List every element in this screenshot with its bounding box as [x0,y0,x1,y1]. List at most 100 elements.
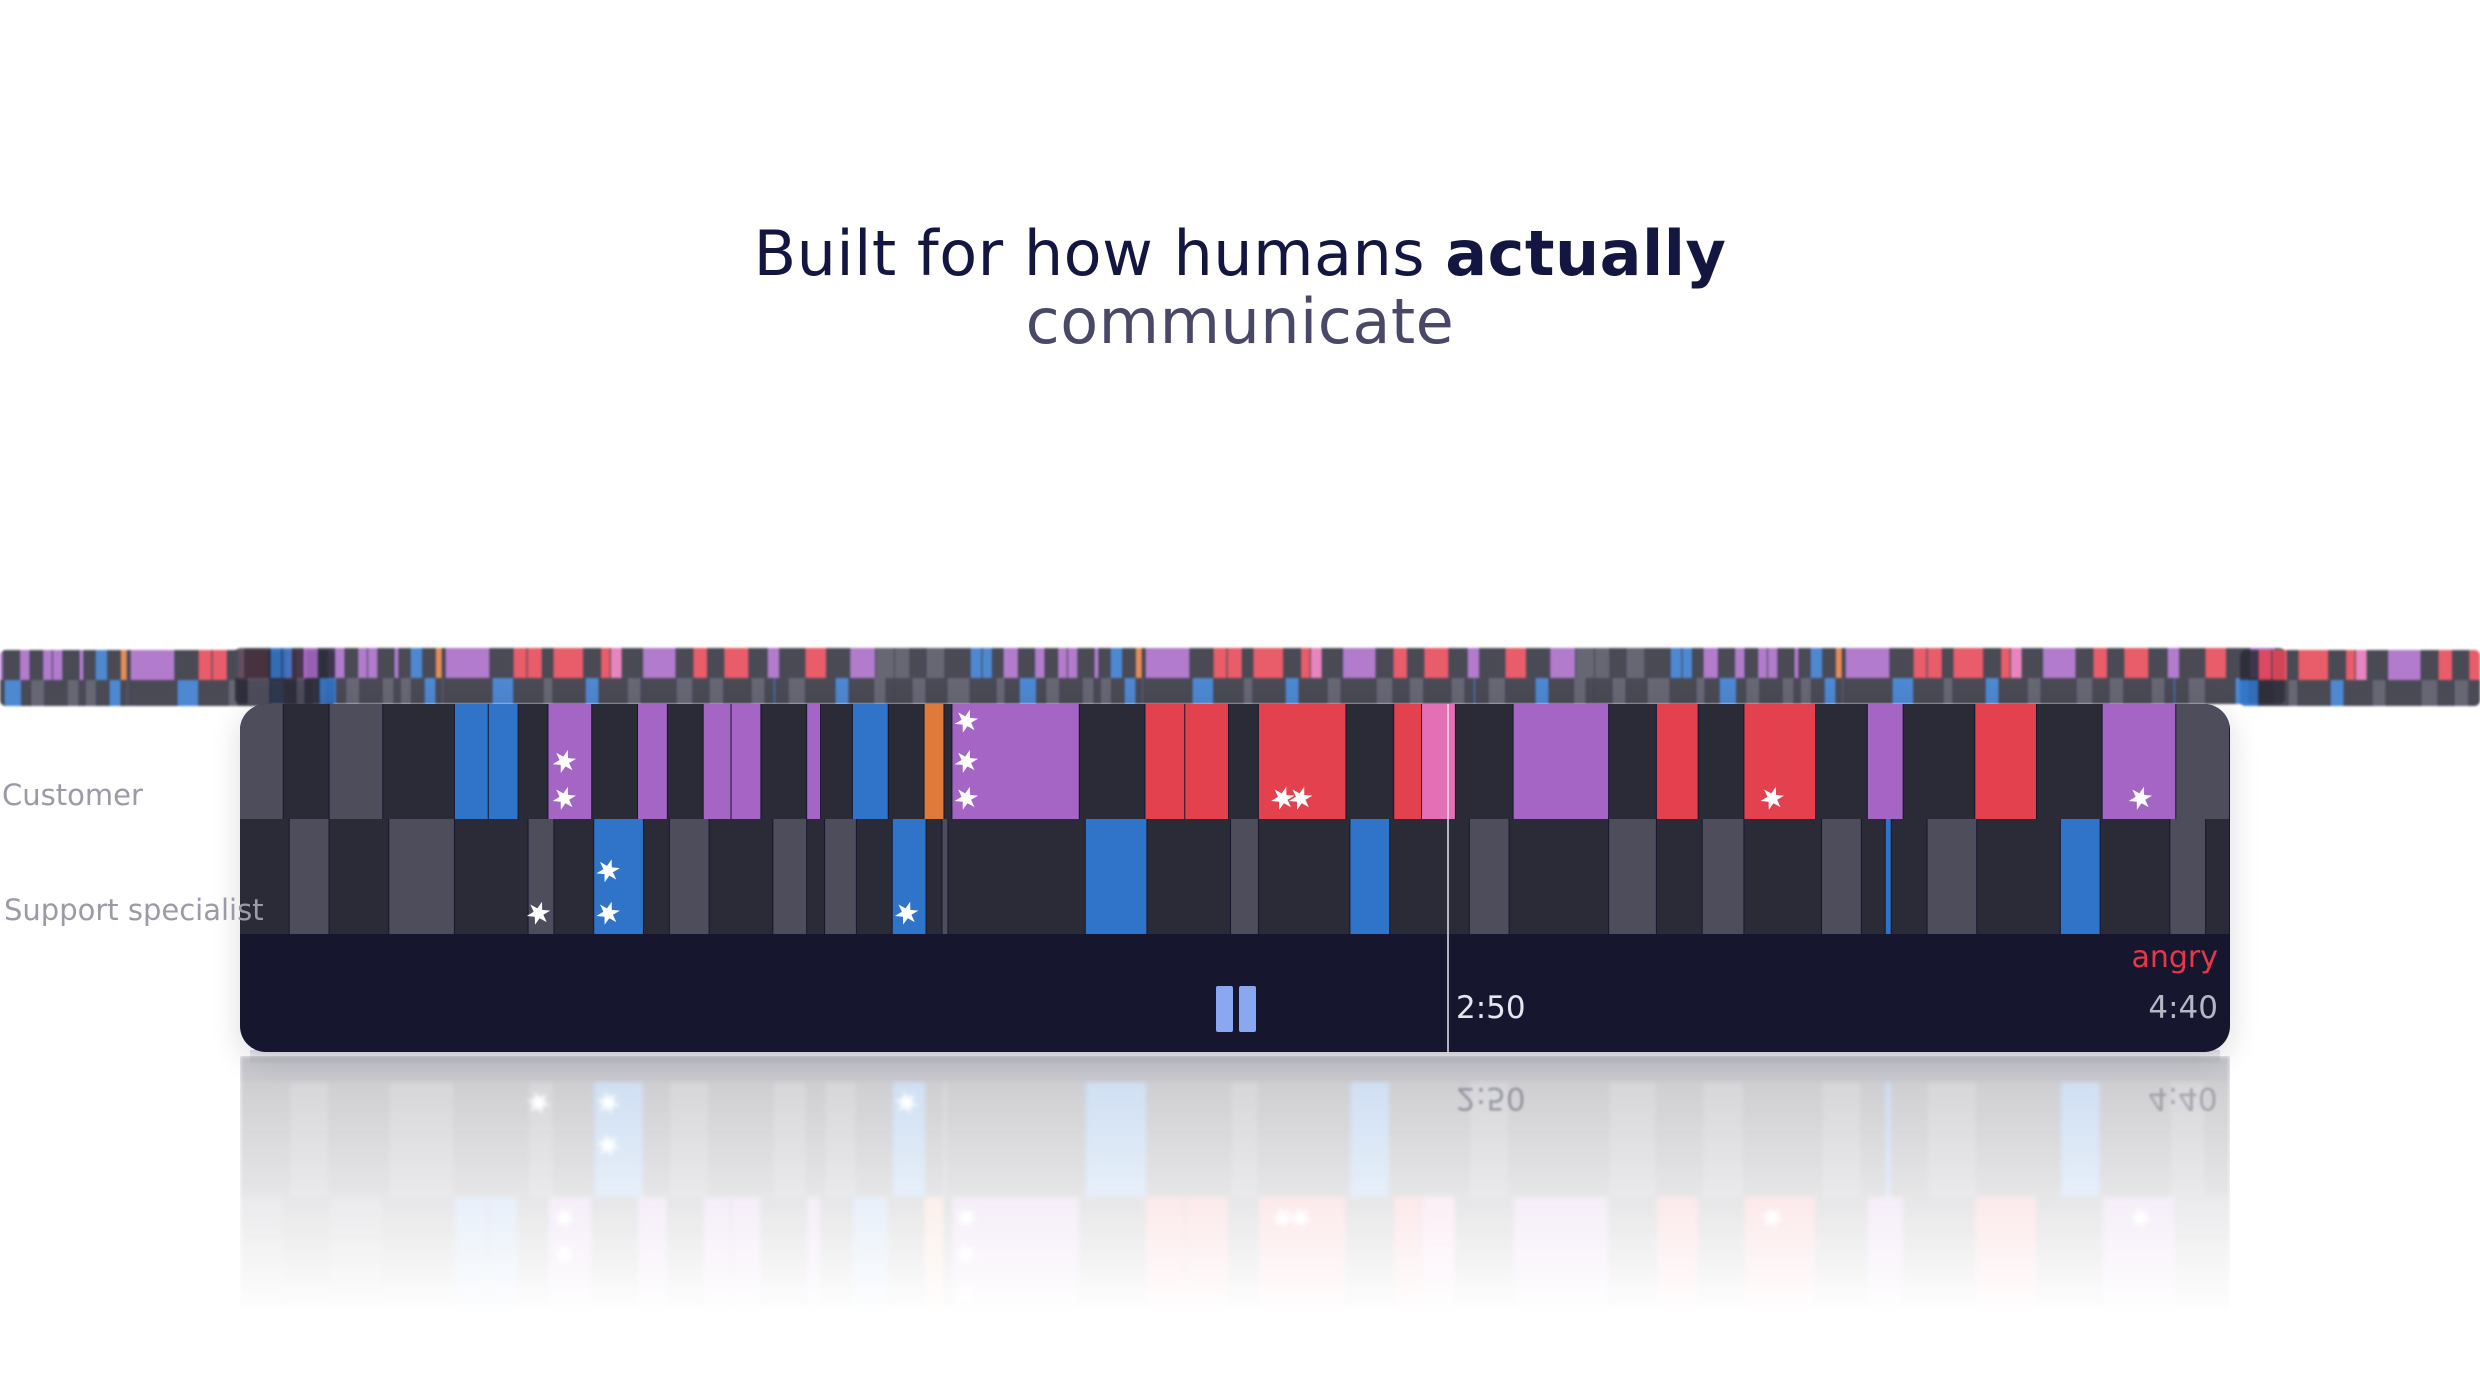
strip-segment [412,678,424,704]
strip-segment [1467,648,1480,678]
pause-bar-left [1216,986,1233,1032]
strip-segment [513,648,527,678]
spark-marker-icon [954,709,979,733]
spark-marker-icon [1760,786,1784,810]
strip-segment [1018,648,1034,678]
strip-segment [1999,678,2027,704]
support-segment [1258,819,1350,934]
customer-segment [1903,704,1975,819]
spark-marker-icon [954,1283,979,1307]
strip-segment [2010,648,2022,678]
strip-segment [1393,648,1408,678]
support-segment [1085,1082,1147,1197]
strip-segment [442,678,444,704]
support-segment [329,1082,389,1197]
spark-marker-icon [596,1133,620,1157]
strip-segment [2386,680,2421,706]
strip-segment [2180,648,2205,678]
customer-segment [1258,1197,1346,1312]
strip-segment [109,680,121,706]
spark-marker-icon [552,1206,577,1230]
emotion-label: angry [2131,940,2218,975]
strip-segment [1845,648,1890,678]
strip-segment [30,650,43,680]
customer-segment [329,704,383,819]
customer-segment [1513,1197,1609,1312]
pause-icon[interactable] [1212,986,1260,1034]
customer-segment [924,1197,944,1312]
support-segment [825,819,856,934]
strip-segment [788,678,806,704]
strip-segment [337,678,346,704]
strip-segment [1409,678,1424,704]
strip-segment [1465,678,1473,704]
support-segment [1656,1082,1702,1197]
strip-segment [84,650,95,680]
strip-segment [1136,678,1142,704]
customer-segment [1867,1197,1903,1312]
strip-segment [1647,678,1670,704]
headline-line-2: communicate [1025,285,1455,358]
strip-segment [2438,680,2454,706]
strip-segment [1393,678,1409,704]
support-segment [240,819,289,934]
strip-segment [1145,648,1190,678]
strip-segment [445,648,490,678]
support-segment [1977,819,2060,934]
customer-segment [240,704,283,819]
customer-segment [1744,1197,1816,1312]
strip-segment [693,678,709,704]
strip-segment [1037,678,1046,704]
customer-segment [1185,704,1229,819]
strip-segment [1576,648,1594,678]
strip-segment [622,648,642,678]
strip-segment [1735,648,1745,678]
strip-segment [22,680,31,706]
strip-segment [319,678,337,704]
customer-segment [592,704,637,819]
headline-bold: actually [1445,217,1727,290]
customer-segment [1744,704,1816,819]
strip-segment [293,648,303,678]
support-segment [1509,1082,1609,1197]
support-segment [773,1082,807,1197]
player-controls: 2:50 angry 4:40 [240,934,2230,1052]
strip-segment [1424,648,1449,678]
support-segment [1509,819,1609,934]
customer-segment [761,704,807,819]
support-segment [892,1082,926,1197]
strip-segment [1135,648,1142,678]
support-segment [1469,819,1509,934]
playhead[interactable] [1447,704,1449,1052]
strip-segment [849,678,873,704]
strip-segment [1310,648,1322,678]
strip-segment [1003,648,1018,678]
strip-segment [1253,648,1284,678]
strip-segment [1376,648,1393,678]
strip-segment [492,678,514,704]
support-segment [948,819,1085,934]
support-segment [643,819,669,934]
emotion-tracks[interactable] [240,704,2230,934]
customer-segment [1346,704,1394,819]
pause-bar-right [1239,986,1256,1032]
strip-segment [1045,648,1058,678]
strip-segment [1718,648,1734,678]
strip-segment [2076,648,2093,678]
support-segment [1861,819,1885,934]
customer-segment [1816,1197,1867,1312]
support-segment [2100,1082,2170,1197]
spark-marker-icon [526,901,551,925]
reflection-inner [240,1056,2230,1312]
strip-segment [2298,680,2330,706]
strip-segment [2206,678,2235,704]
strip-segment [360,678,382,704]
support-segment [825,1082,856,1197]
strip-segment [1227,648,1242,678]
strip-segment [296,678,305,704]
strip-segment [335,648,345,678]
strip-segment [2453,650,2469,680]
headline-regular: Built for how humans [753,217,1446,290]
spark-marker-icon [1760,1206,1784,1230]
support-segment [2206,1082,2229,1197]
